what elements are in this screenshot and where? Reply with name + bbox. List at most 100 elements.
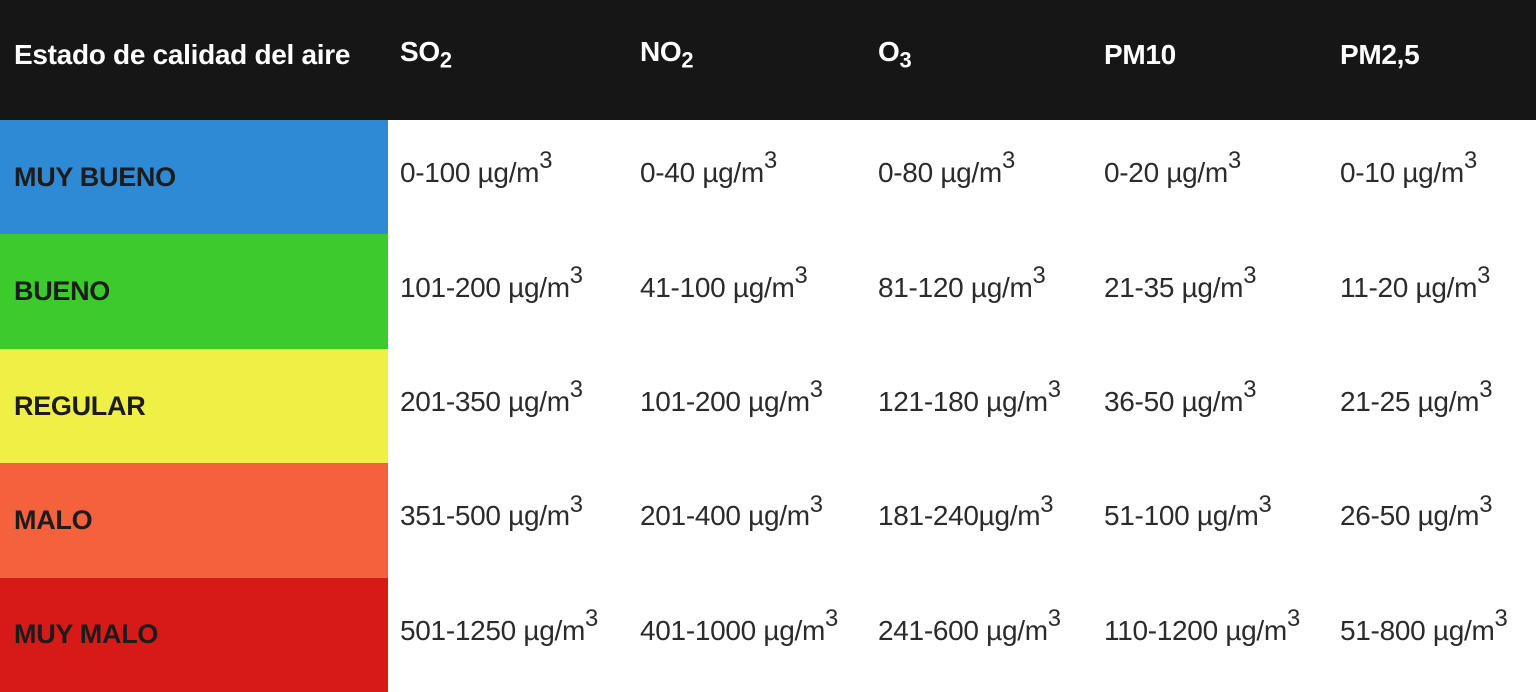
range-value: 201-350 µg/m bbox=[400, 386, 570, 418]
range-value: 121-180 µg/m bbox=[878, 386, 1048, 418]
table-row: MUY MALO 501-1250 µg/m3 401-1000 µg/m3 2… bbox=[0, 577, 1536, 692]
range-value: 0-100 µg/m bbox=[400, 157, 540, 189]
exponent: 3 bbox=[1477, 261, 1491, 289]
quality-level-label: BUENO bbox=[14, 276, 111, 307]
exponent: 3 bbox=[1227, 147, 1241, 175]
range-value: 41-100 µg/m bbox=[640, 271, 795, 303]
exponent: 3 bbox=[1001, 147, 1015, 175]
range-value: 401-1000 µg/m bbox=[640, 614, 826, 646]
range-value: 26-50 µg/m bbox=[1340, 500, 1480, 532]
range-value: 81-120 µg/m bbox=[878, 271, 1033, 303]
exponent: 3 bbox=[569, 261, 583, 289]
exponent: 3 bbox=[1047, 376, 1061, 404]
range-value: 0-20 µg/m bbox=[1104, 157, 1228, 189]
range-value: 201-400 µg/m bbox=[640, 500, 810, 532]
no2-value-cell: 201-400 µg/m3 bbox=[628, 492, 866, 540]
exponent: 3 bbox=[1243, 261, 1257, 289]
pm25-value-cell: 26-50 µg/m3 bbox=[1328, 492, 1536, 540]
quality-level-cell: MUY BUENO bbox=[0, 120, 388, 235]
exponent: 3 bbox=[569, 376, 583, 404]
column-header-so2: SO2 bbox=[400, 36, 452, 73]
no2-subscript: 2 bbox=[681, 47, 694, 73]
exponent: 3 bbox=[1032, 261, 1046, 289]
quality-level-label: REGULAR bbox=[14, 390, 146, 421]
column-header-no2: NO2 bbox=[640, 36, 694, 73]
so2-value-cell: 0-100 µg/m3 bbox=[388, 149, 628, 197]
pm25-value-cell: 51-800 µg/m3 bbox=[1328, 607, 1536, 655]
column-header-pm25: PM2,5 bbox=[1340, 39, 1420, 70]
range-value: 110-1200 µg/m bbox=[1104, 614, 1287, 646]
column-header-pm10: PM10 bbox=[1104, 39, 1176, 70]
so2-value-cell: 101-200 µg/m3 bbox=[388, 263, 628, 312]
exponent: 3 bbox=[1463, 147, 1477, 175]
pm10-value-cell: 0-20 µg/m3 bbox=[1092, 149, 1328, 197]
table-row: MALO 351-500 µg/m3 201-400 µg/m3 181-240… bbox=[0, 463, 1536, 578]
no2-value-cell: 0-40 µg/m3 bbox=[628, 149, 866, 197]
exponent: 3 bbox=[763, 147, 777, 175]
pm10-value-cell: 21-35 µg/m3 bbox=[1092, 263, 1328, 312]
range-value: 0-40 µg/m bbox=[640, 157, 764, 189]
exponent: 3 bbox=[1479, 376, 1493, 404]
o3-value-cell: 0-80 µg/m3 bbox=[866, 149, 1092, 197]
range-value: 21-35 µg/m bbox=[1104, 271, 1244, 303]
table-body: MUY BUENO 0-100 µg/m3 0-40 µg/m3 0-80 µg… bbox=[0, 120, 1536, 692]
quality-level-cell: REGULAR bbox=[0, 348, 388, 464]
table-row: MUY BUENO 0-100 µg/m3 0-40 µg/m3 0-80 µg… bbox=[0, 120, 1536, 235]
quality-level-cell: BUENO bbox=[0, 234, 388, 349]
pm10-value-cell: 110-1200 µg/m3 bbox=[1092, 607, 1328, 655]
exponent: 3 bbox=[825, 604, 838, 632]
exponent: 3 bbox=[569, 490, 583, 518]
range-value: 21-25 µg/m bbox=[1340, 386, 1480, 418]
o3-value-cell: 241-600 µg/m3 bbox=[866, 607, 1092, 655]
exponent: 3 bbox=[539, 147, 553, 175]
table-row: BUENO 101-200 µg/m3 41-100 µg/m3 81-120 … bbox=[0, 234, 1536, 349]
table-row: REGULAR 201-350 µg/m3 101-200 µg/m3 121-… bbox=[0, 348, 1536, 464]
pm25-value-cell: 0-10 µg/m3 bbox=[1328, 149, 1536, 197]
range-value: 501-1250 µg/m bbox=[400, 614, 586, 646]
quality-level-cell: MUY MALO bbox=[0, 577, 388, 692]
range-value: 0-10 µg/m bbox=[1340, 157, 1464, 189]
quality-level-label: MUY MALO bbox=[14, 619, 159, 650]
column-header-estado-label: Estado de calidad del aire bbox=[14, 39, 351, 70]
o3-value-cell: 121-180 µg/m3 bbox=[866, 378, 1092, 426]
quality-level-label: MALO bbox=[14, 504, 93, 535]
exponent: 3 bbox=[1286, 604, 1300, 632]
range-value: 101-200 µg/m bbox=[640, 386, 810, 418]
exponent: 3 bbox=[1258, 490, 1272, 518]
so2-value-cell: 201-350 µg/m3 bbox=[388, 378, 628, 426]
so2-subscript: 2 bbox=[439, 47, 452, 73]
o3-value-cell: 181-240µg/m3 bbox=[866, 492, 1092, 540]
quality-level-cell: MALO bbox=[0, 463, 388, 578]
exponent: 3 bbox=[794, 261, 808, 289]
column-header-estado: Estado de calidad del aire bbox=[0, 39, 388, 81]
so2-value-cell: 501-1250 µg/m3 bbox=[388, 607, 628, 655]
o3-value-cell: 81-120 µg/m3 bbox=[866, 263, 1092, 312]
so2-value-cell: 351-500 µg/m3 bbox=[388, 492, 628, 540]
exponent: 3 bbox=[809, 490, 823, 518]
pm10-value-cell: 51-100 µg/m3 bbox=[1092, 492, 1328, 540]
exponent: 3 bbox=[1494, 604, 1508, 632]
pm25-value-cell: 11-20 µg/m3 bbox=[1328, 263, 1536, 312]
exponent: 3 bbox=[1047, 604, 1061, 632]
pm25-value-cell: 21-25 µg/m3 bbox=[1328, 378, 1536, 426]
range-value: 101-200 µg/m bbox=[400, 271, 570, 303]
exponent: 3 bbox=[809, 376, 823, 404]
exponent: 3 bbox=[1243, 376, 1257, 404]
range-value: 0-80 µg/m bbox=[878, 157, 1002, 189]
range-value: 241-600 µg/m bbox=[878, 614, 1048, 646]
pm10-value-cell: 36-50 µg/m3 bbox=[1092, 378, 1328, 426]
o3-subscript: 3 bbox=[899, 47, 912, 73]
no2-value-cell: 401-1000 µg/m3 bbox=[628, 607, 866, 655]
exponent: 3 bbox=[1040, 490, 1054, 518]
range-value: 51-100 µg/m bbox=[1104, 500, 1259, 532]
range-value: 51-800 µg/m bbox=[1340, 614, 1495, 646]
column-header-o3: O3 bbox=[878, 36, 912, 73]
exponent: 3 bbox=[1479, 490, 1493, 518]
range-value: 181-240µg/m bbox=[878, 500, 1041, 532]
no2-value-cell: 101-200 µg/m3 bbox=[628, 378, 866, 426]
exponent: 3 bbox=[585, 604, 598, 632]
table-header-row: Estado de calidad del aire SO2 NO2 O3 PM… bbox=[0, 0, 1536, 120]
range-value: 11-20 µg/m bbox=[1340, 271, 1478, 303]
range-value: 36-50 µg/m bbox=[1104, 386, 1244, 418]
